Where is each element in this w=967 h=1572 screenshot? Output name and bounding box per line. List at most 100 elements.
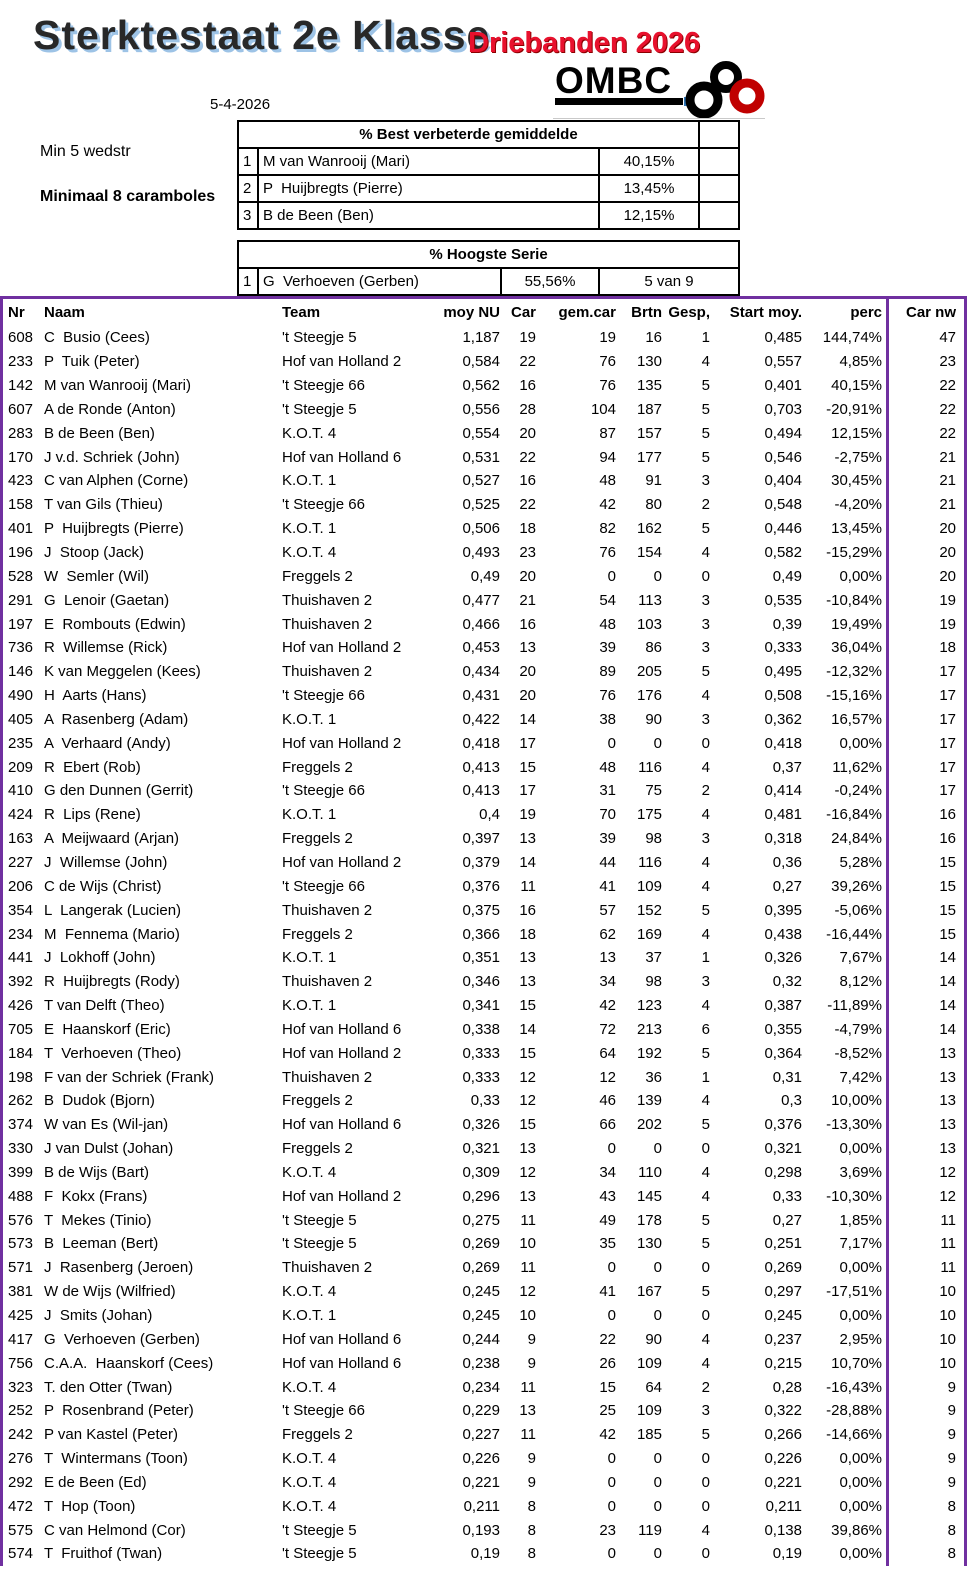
player-name: W van Es (Wil-jan) <box>44 1116 169 1134</box>
start-moy-value: 0,298 <box>764 1163 802 1181</box>
player-team: Hof van Holland 6 <box>282 1354 402 1372</box>
gem-car-value: 0 <box>607 1307 616 1325</box>
table-row: 425 J Smits (Johan) K.O.T. 1 0,245 10 0 … <box>3 1303 964 1328</box>
car-value: 17 <box>519 782 536 800</box>
gesp-value: 5 <box>701 424 710 442</box>
car-value: 8 <box>527 1545 536 1563</box>
start-moy-value: 0,221 <box>764 1473 802 1491</box>
start-moy-value: 0,548 <box>764 496 802 514</box>
table-row: 197 E Rombouts (Edwin) Thuishaven 2 0,46… <box>3 612 964 636</box>
player-name: M Fennema (Mario) <box>44 925 180 943</box>
table-row: 374 W van Es (Wil-jan) Hof van Holland 6… <box>3 1112 964 1137</box>
start-moy-value: 0,269 <box>764 1259 802 1277</box>
moy-nu-value: 0,434 <box>462 663 500 681</box>
gem-car-value: 15 <box>599 1378 616 1396</box>
table-row: 354 L Langerak (Lucien) Thuishaven 2 0,3… <box>3 898 964 923</box>
car-nw-value: 12 <box>939 1187 956 1205</box>
player-team: 't Steegje 5 <box>282 1545 357 1563</box>
perc-value: -16,84% <box>826 806 882 824</box>
start-moy-value: 0,364 <box>764 1044 802 1062</box>
empty-cell <box>698 122 738 147</box>
brtn-value: 176 <box>636 687 662 705</box>
player-name: J Rasenberg (Jeroen) <box>44 1259 194 1277</box>
car-nw-value: 16 <box>939 806 956 824</box>
column-divider <box>886 1136 889 1161</box>
player-team: 't Steegje 5 <box>282 400 357 418</box>
start-moy-value: 0,36 <box>772 853 802 871</box>
car-value: 12 <box>519 1163 536 1181</box>
player-team: Freggels 2 <box>282 567 353 585</box>
moy-nu-value: 0,413 <box>462 782 500 800</box>
gem-car-value: 0 <box>607 1473 616 1491</box>
perc-value: 10,70% <box>831 1354 882 1372</box>
car-value: 20 <box>519 687 536 705</box>
start-moy-value: 0,297 <box>764 1283 802 1301</box>
car-nw-value: 15 <box>939 853 956 871</box>
player-name: B de Been (Ben) <box>44 424 155 442</box>
player-team: Freggels 2 <box>282 925 353 943</box>
moy-nu-value: 0,193 <box>462 1521 500 1539</box>
column-divider <box>886 349 889 374</box>
gesp-value: 4 <box>701 806 710 824</box>
player-name: G Lenoir (Gaetan) <box>44 591 170 609</box>
moy-nu-value: 0,346 <box>462 973 500 991</box>
car-value: 15 <box>519 1044 536 1062</box>
car-nw-value: 9 <box>947 1378 956 1396</box>
car-value: 11 <box>520 1211 536 1229</box>
moy-nu-value: 0,554 <box>462 424 500 442</box>
car-value: 14 <box>519 853 536 871</box>
column-divider <box>886 540 889 565</box>
table-row: 608 C Busio (Cees) 't Steegje 5 1,187 19… <box>3 326 964 350</box>
car-value: 21 <box>519 591 536 609</box>
column-divider <box>886 1446 889 1471</box>
table-row: 292 E de Been (Ed) K.O.T. 4 0,221 9 0 0 … <box>3 1470 964 1495</box>
moy-nu-value: 0,466 <box>462 615 500 633</box>
player-team: Hof van Holland 2 <box>282 853 402 871</box>
table-row: 490 H Aarts (Hans) 't Steegje 66 0,431 2… <box>3 683 964 708</box>
brtn-value: 167 <box>636 1283 662 1301</box>
header-brtn: Brtn <box>631 304 662 321</box>
player-team: 't Steegje 66 <box>282 1402 365 1420</box>
gesp-value: 0 <box>701 1497 710 1515</box>
brtn-value: 75 <box>645 782 662 800</box>
ombc-logo: OMBC <box>553 60 765 119</box>
gesp-value: 5 <box>701 1211 710 1229</box>
brtn-value: 130 <box>636 1235 662 1253</box>
gem-car-value: 76 <box>599 377 616 395</box>
player-nr: 405 <box>8 710 34 728</box>
gesp-value: 4 <box>701 544 710 562</box>
column-divider <box>886 1255 889 1280</box>
player-name: R Ebert (Rob) <box>44 758 141 776</box>
car-value: 14 <box>519 710 536 728</box>
player-nr: 163 <box>8 830 34 848</box>
car-value: 23 <box>519 544 536 562</box>
perc-value: -4,20% <box>834 496 882 514</box>
player-nr: 488 <box>8 1187 34 1205</box>
car-value: 15 <box>519 758 536 776</box>
player-nr: 227 <box>8 853 34 871</box>
player-team: K.O.T. 4 <box>282 1473 337 1491</box>
gem-car-value: 48 <box>599 758 616 776</box>
car-nw-value: 13 <box>939 1068 956 1086</box>
start-moy-value: 0,494 <box>764 424 802 442</box>
moy-nu-value: 0,556 <box>462 400 500 418</box>
rank-cell: 1 <box>243 153 252 170</box>
moy-nu-value: 0,375 <box>462 901 500 919</box>
table-row: 441 J Lokhoff (John) K.O.T. 1 0,351 13 1… <box>3 945 964 970</box>
moy-nu-value: 0,366 <box>462 925 500 943</box>
player-nr: 410 <box>8 782 34 800</box>
start-moy-value: 0,355 <box>764 1020 802 1038</box>
brtn-value: 192 <box>636 1044 662 1062</box>
column-divider <box>886 397 889 422</box>
moy-nu-value: 0,341 <box>462 997 500 1015</box>
player-team: K.O.T. 1 <box>282 1307 337 1325</box>
car-value: 11 <box>520 1426 536 1444</box>
gem-car-value: 0 <box>607 734 616 752</box>
brtn-value: 162 <box>636 520 662 538</box>
perc-value: -2,75% <box>834 448 882 466</box>
player-nr: 374 <box>8 1116 34 1134</box>
perc-value: 11,62% <box>832 758 882 776</box>
perc-value: -16,44% <box>826 925 882 943</box>
gem-car-value: 0 <box>607 1497 616 1515</box>
header-perc: perc <box>850 304 882 321</box>
